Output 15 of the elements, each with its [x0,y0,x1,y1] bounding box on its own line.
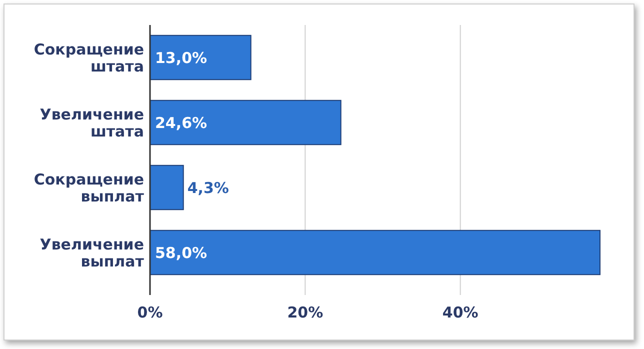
y-tick-label: Сокращение выплат [34,170,144,206]
data-label: 58,0% [155,244,208,262]
data-label: 24,6% [155,114,208,132]
bar [150,34,252,80]
data-label: 4,3% [187,178,229,197]
bar [150,100,342,146]
bar [150,230,600,276]
y-tick-label: Сокращение штата [34,40,144,76]
bar [150,164,184,210]
y-tick-label: Увеличение выплат [40,235,144,270]
x-tick-label: 40% [442,304,478,322]
x-tick-label: 20% [287,304,324,322]
y-tick-label: Увеличение штата [40,105,144,140]
data-label: 13,0% [155,48,208,67]
x-tick-label: 0% [137,304,163,322]
